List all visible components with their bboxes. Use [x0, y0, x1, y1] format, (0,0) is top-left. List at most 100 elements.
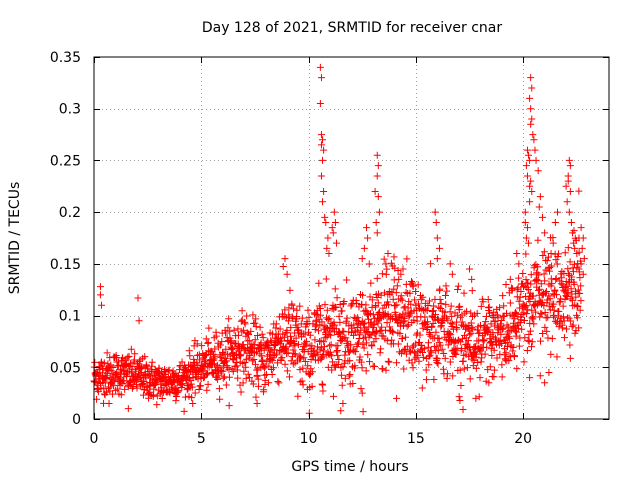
data-point [413, 317, 421, 325]
data-point [514, 325, 522, 333]
data-point [262, 340, 270, 348]
data-point [237, 317, 245, 325]
data-point [438, 345, 446, 353]
data-point [165, 388, 173, 396]
data-point [372, 218, 380, 226]
data-point [419, 324, 427, 332]
data-point [472, 394, 480, 402]
data-point [410, 316, 418, 324]
data-point [370, 321, 378, 329]
data-point [382, 270, 390, 278]
data-point [446, 329, 454, 337]
data-point [476, 347, 484, 355]
data-point [410, 342, 418, 350]
data-point [252, 315, 260, 323]
data-point [241, 318, 249, 326]
data-point [358, 255, 366, 263]
data-point [328, 366, 336, 374]
data-point [522, 234, 530, 242]
data-point [124, 405, 132, 413]
data-point [342, 334, 350, 342]
data-point [327, 341, 335, 349]
data-point [534, 236, 542, 244]
data-point [564, 177, 572, 185]
data-point [331, 321, 339, 329]
data-point [244, 370, 252, 378]
data-point [324, 316, 332, 324]
data-point [526, 374, 534, 382]
data-point [266, 348, 274, 356]
data-point [373, 274, 381, 282]
data-point [497, 330, 505, 338]
data-point [555, 250, 563, 258]
data-point [477, 358, 485, 366]
x-tick-label: 15 [407, 431, 425, 447]
data-point [571, 244, 579, 252]
data-point [423, 306, 431, 314]
data-point [558, 274, 566, 282]
data-point [408, 359, 416, 367]
data-point [515, 342, 523, 350]
data-point [449, 372, 457, 380]
data-point [353, 299, 361, 307]
data-point [274, 377, 282, 385]
data-point [336, 301, 344, 309]
data-point [572, 293, 580, 301]
data-point [540, 302, 548, 310]
data-point [319, 381, 327, 389]
data-point [559, 313, 567, 321]
data-point [458, 318, 466, 326]
y-tick-label: 0.05 [50, 360, 81, 376]
data-point [347, 341, 355, 349]
data-point [527, 105, 535, 113]
data-point [110, 382, 118, 390]
data-point [298, 377, 306, 385]
data-point [278, 354, 286, 362]
data-point [179, 380, 187, 388]
data-point [485, 326, 493, 334]
data-point [537, 280, 545, 288]
data-point [458, 335, 466, 343]
data-point [535, 285, 543, 293]
data-point [196, 382, 204, 390]
data-point [127, 345, 135, 353]
data-point [271, 351, 279, 359]
data-point [400, 322, 408, 330]
data-point [528, 306, 536, 314]
data-point [293, 312, 301, 320]
data-point [517, 316, 525, 324]
data-point [218, 338, 226, 346]
data-point [416, 331, 424, 339]
data-point [334, 342, 342, 350]
data-point [432, 218, 440, 226]
data-point [460, 365, 468, 373]
data-point [555, 323, 563, 331]
data-point [212, 332, 220, 340]
data-point [432, 328, 440, 336]
data-point [459, 406, 467, 414]
data-point [518, 310, 526, 318]
data-point [528, 115, 536, 123]
data-point [550, 306, 558, 314]
data-point [128, 363, 136, 371]
data-point [257, 341, 265, 349]
data-point [542, 288, 550, 296]
data-point [121, 385, 129, 393]
y-tick-label: 0.1 [59, 309, 81, 325]
data-point [436, 295, 444, 303]
data-point [527, 120, 535, 128]
data-point [391, 302, 399, 310]
data-point [239, 341, 247, 349]
data-point [373, 294, 381, 302]
data-point [548, 335, 556, 343]
data-point [319, 156, 327, 164]
data-point [325, 330, 333, 338]
data-point [378, 323, 386, 331]
grid-lines [94, 57, 609, 419]
data-point [527, 74, 535, 82]
data-point [186, 352, 194, 360]
data-point [222, 381, 230, 389]
data-point [563, 282, 571, 290]
data-point [485, 303, 493, 311]
data-point [251, 341, 259, 349]
